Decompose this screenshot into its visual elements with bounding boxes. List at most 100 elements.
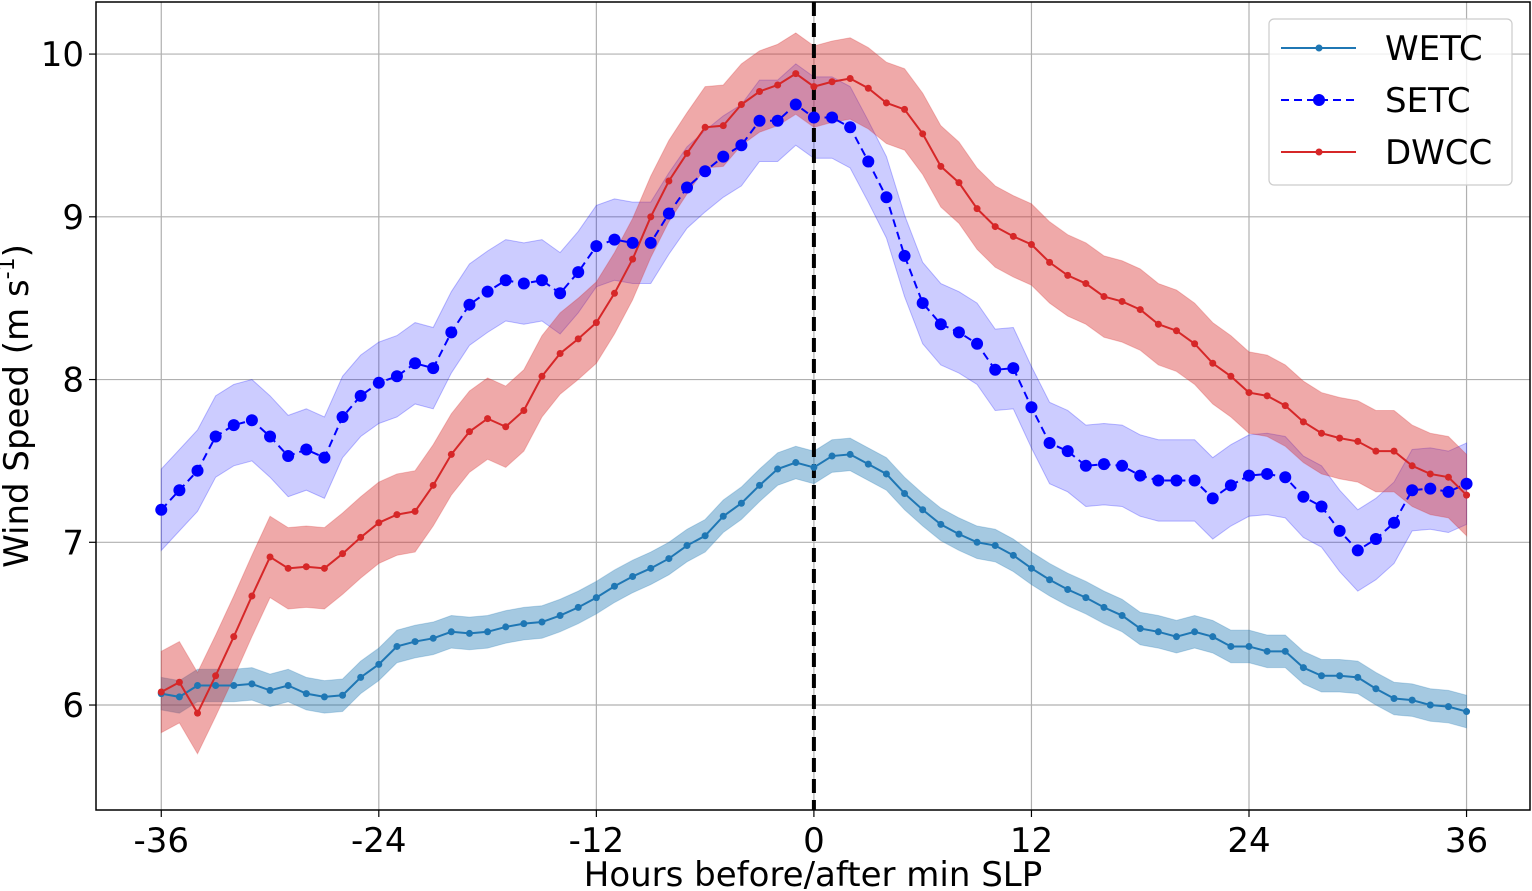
point-dwcc (1227, 372, 1235, 380)
point-setc (409, 357, 422, 370)
point-wetc (1336, 672, 1344, 680)
point-wetc (447, 628, 455, 636)
x-tick-label: -36 (133, 821, 189, 861)
point-dwcc (556, 350, 564, 358)
point-wetc (792, 459, 800, 467)
point-dwcc (810, 83, 818, 91)
point-dwcc (1009, 232, 1017, 240)
point-setc (1097, 458, 1110, 471)
point-dwcc (1209, 359, 1217, 367)
point-wetc (465, 629, 473, 637)
point-dwcc (719, 122, 727, 130)
point-setc (1224, 479, 1237, 492)
point-dwcc (828, 78, 836, 86)
x-tick-label: 0 (803, 821, 825, 861)
point-setc (427, 362, 440, 375)
legend-marker-wetc (1315, 44, 1323, 52)
point-wetc (375, 660, 383, 668)
point-wetc (556, 612, 564, 620)
point-wetc (357, 673, 365, 681)
point-dwcc (665, 177, 673, 185)
point-setc (1442, 485, 1455, 498)
point-wetc (1318, 672, 1326, 680)
x-tick-label: -24 (351, 821, 407, 861)
point-setc (318, 451, 331, 464)
point-dwcc (774, 81, 782, 89)
point-dwcc (284, 564, 292, 572)
point-setc (989, 363, 1002, 376)
point-setc (1279, 471, 1292, 484)
point-setc (1315, 500, 1328, 513)
point-setc (481, 285, 494, 298)
point-setc (1460, 477, 1473, 490)
point-dwcc (846, 74, 854, 82)
point-wetc (194, 682, 202, 690)
point-wetc (774, 465, 782, 473)
point-dwcc (792, 70, 800, 78)
point-setc (1297, 490, 1310, 503)
point-setc (681, 181, 694, 194)
point-wetc (1209, 633, 1217, 641)
point-setc (626, 236, 639, 249)
point-setc (898, 249, 911, 262)
point-wetc (991, 542, 999, 550)
point-setc (644, 236, 657, 249)
point-dwcc (1318, 429, 1326, 437)
point-setc (934, 318, 947, 331)
legend-box (1268, 18, 1513, 186)
point-setc (191, 464, 204, 477)
point-dwcc (991, 223, 999, 231)
point-setc (354, 389, 367, 402)
point-dwcc (919, 130, 927, 138)
point-dwcc (1463, 491, 1471, 499)
point-dwcc (756, 88, 764, 96)
point-dwcc (592, 319, 600, 327)
point-setc (1007, 362, 1020, 375)
point-setc (753, 114, 766, 127)
point-wetc (1463, 708, 1471, 716)
point-dwcc (1100, 293, 1108, 301)
point-dwcc (393, 511, 401, 519)
point-wetc (339, 691, 347, 699)
x-axis-label: Hours before/after min SLP (584, 855, 1043, 891)
point-wetc (1118, 612, 1126, 620)
point-wetc (1172, 633, 1180, 641)
point-dwcc (1064, 271, 1072, 279)
point-dwcc (574, 335, 582, 343)
point-setc (1079, 459, 1092, 472)
point-setc (608, 233, 621, 246)
point-dwcc (882, 99, 890, 107)
point-dwcc (447, 450, 455, 458)
point-dwcc (302, 563, 310, 571)
point-setc (1261, 467, 1274, 480)
point-wetc (665, 555, 673, 563)
point-setc (717, 150, 730, 163)
point-setc (463, 298, 476, 311)
point-dwcc (1336, 434, 1344, 442)
x-tick-label: -12 (569, 821, 625, 861)
point-dwcc (411, 507, 419, 515)
confidence-bands (160, 32, 1468, 755)
point-setc (517, 277, 530, 290)
point-wetc (1154, 628, 1162, 636)
point-wetc (1372, 685, 1380, 693)
point-wetc (1064, 585, 1072, 593)
point-wetc (737, 499, 745, 507)
point-wetc (1444, 703, 1452, 711)
point-dwcc (1408, 462, 1416, 470)
point-dwcc (320, 564, 328, 572)
plot-frame (95, 1, 1531, 811)
point-setc (862, 155, 875, 168)
point-setc (590, 240, 603, 253)
point-setc (916, 297, 929, 310)
point-wetc (955, 530, 963, 538)
point-wetc (266, 686, 274, 694)
point-dwcc (1191, 340, 1199, 348)
point-dwcc (629, 255, 637, 263)
point-wetc (1191, 628, 1199, 636)
x-tick-label: 24 (1227, 821, 1270, 861)
point-dwcc (1136, 306, 1144, 314)
point-setc (880, 191, 893, 204)
y-axis-label-main: Wind Speed (m s (0, 279, 37, 568)
point-wetc (1390, 695, 1398, 703)
